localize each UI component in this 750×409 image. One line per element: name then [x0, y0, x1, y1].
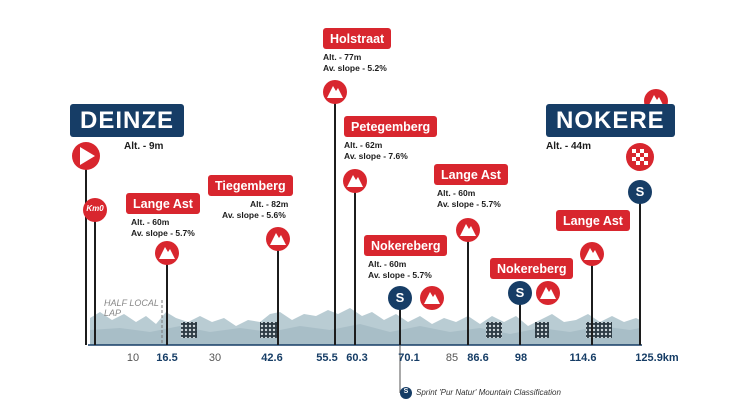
km-marker: 55.5 [316, 352, 338, 364]
start-icon [72, 142, 100, 170]
km-marker: 60.3 [346, 352, 368, 364]
km-marker: 86.6 [467, 352, 489, 364]
mountain-icon [323, 80, 347, 104]
climb-label: Petegemberg [344, 116, 438, 137]
km-marker: 42.6 [261, 352, 283, 364]
km-marker: 114.6 [569, 352, 597, 364]
km-marker: 98 [514, 352, 528, 364]
sprint-letter: S [635, 184, 645, 199]
climb-label: Lange Ast [126, 193, 200, 214]
mountain-icon [266, 227, 290, 251]
sprint-icon [400, 387, 412, 399]
climb-slope: Av. slope - 5.7% [368, 270, 432, 280]
legend-text: Sprint 'Pur Natur' Mountain Classificati… [416, 388, 561, 397]
finish-city: NOKERE [546, 104, 675, 137]
half-lap-label-1: HALF LOCAL [104, 298, 159, 308]
climb-label: Lange Ast [434, 164, 508, 185]
km0-label: Km0 [86, 204, 104, 213]
climb-slope: Av. slope - 5.7% [131, 228, 195, 238]
start-city: DEINZE [70, 104, 185, 137]
climb-label: Nokereberg [490, 258, 574, 279]
climb-alt: Alt. - 60m [437, 188, 476, 198]
climb-slope: Av. slope - 5.2% [323, 63, 387, 73]
cobbled-sector [535, 322, 549, 338]
mountain-icon [155, 241, 179, 265]
climb-alt: Alt. - 62m [344, 140, 383, 150]
climb-slope: Av. slope - 7.6% [344, 151, 408, 161]
climb-alt: Alt. - 77m [323, 52, 362, 62]
km0-icon [83, 198, 107, 222]
cobbled-sector [486, 322, 502, 338]
sprint-letter: S [395, 290, 405, 305]
mountain-icon [420, 286, 444, 310]
sprint-letter: S [403, 388, 409, 395]
climb-alt: Alt. - 82m [250, 199, 289, 209]
climb-alt: Alt. - 60m [131, 217, 170, 227]
elevation-profile-shade [90, 324, 640, 345]
finish-altitude: Alt. - 44m [546, 141, 592, 152]
mountain-icon [456, 218, 480, 242]
km-marker: 10 [126, 352, 140, 364]
mountain-icon [343, 169, 367, 193]
climb-label: Tiegemberg [208, 175, 293, 196]
mountain-icon [580, 242, 604, 266]
km-marker: 125.9km [635, 352, 679, 364]
sprint-icon [628, 180, 652, 204]
climb-slope: Av. slope - 5.6% [222, 210, 286, 220]
sprint-icon [508, 281, 532, 305]
km-marker: 16.5 [156, 352, 178, 364]
climb-label: Nokereberg [364, 235, 448, 256]
km-marker: 85 [445, 352, 459, 364]
mountain-icon [536, 281, 560, 305]
climb-label: Lange Ast [556, 210, 630, 231]
cobbled-sector [586, 322, 612, 338]
sprint-icon [388, 286, 412, 310]
cobbled-sector [260, 322, 278, 338]
half-lap-label-2: LAP [104, 308, 122, 318]
climb-alt: Alt. - 60m [368, 259, 407, 269]
km-marker: 30 [208, 352, 222, 364]
climb-label: Holstraat [323, 28, 392, 49]
sprint-letter: S [515, 285, 525, 300]
km-marker: 70.1 [398, 352, 420, 364]
finish-flag-icon [626, 143, 654, 171]
cobbled-sector [181, 322, 197, 338]
climb-slope: Av. slope - 5.7% [437, 199, 501, 209]
start-altitude: Alt. - 9m [124, 141, 164, 152]
